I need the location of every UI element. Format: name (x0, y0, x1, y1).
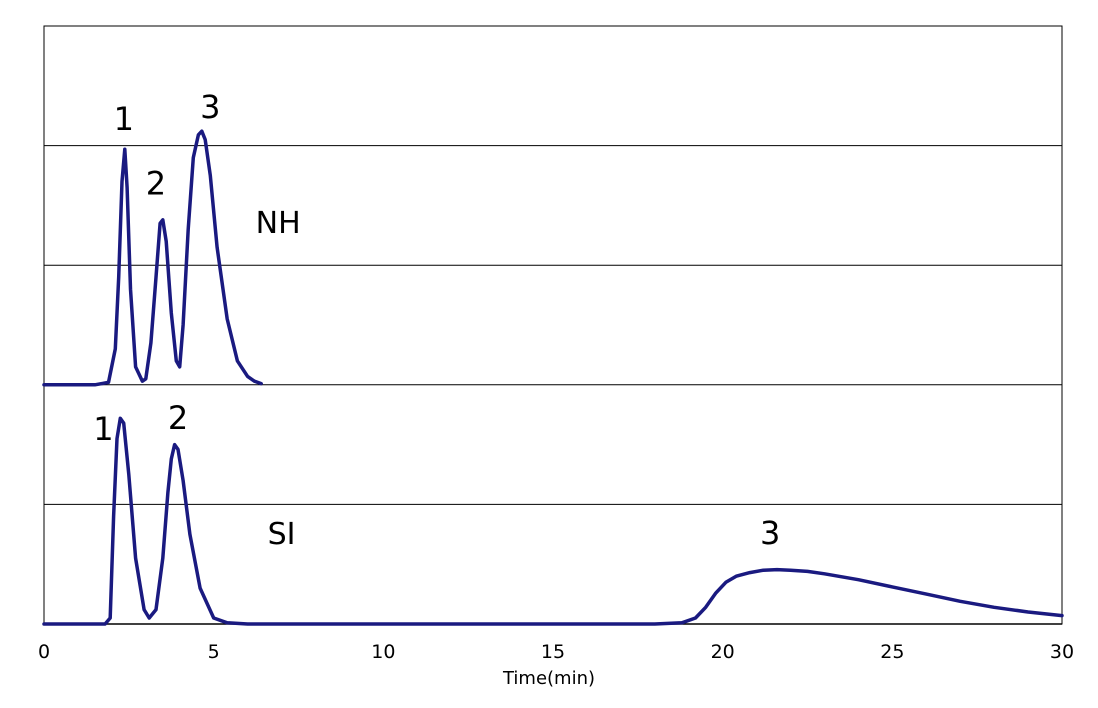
peak-label: 2 (146, 165, 166, 203)
x-tick-label: 20 (711, 641, 735, 663)
series-label: SI (268, 517, 296, 552)
x-tick-label: 10 (371, 641, 395, 663)
x-axis: 0 5 10 15 20 25 30 (38, 623, 1074, 663)
plot-frame (43, 25, 1063, 625)
peak-label: 3 (200, 88, 220, 126)
x-tick-label: 5 (208, 641, 220, 663)
peak-label: 3 (760, 514, 780, 552)
x-tick-label: 15 (541, 641, 565, 663)
peak-label: 2 (168, 399, 188, 437)
peak-label: 1 (114, 100, 134, 138)
x-tick-label: 25 (880, 641, 904, 663)
series-line-nh (42, 129, 263, 387)
gridlines (44, 145, 1062, 505)
peak-label: 1 (93, 410, 113, 448)
series-line-si (42, 416, 1064, 626)
x-tick-label: 0 (38, 641, 50, 663)
x-tick-label: 30 (1050, 641, 1074, 663)
x-axis-title: Time(min) (502, 668, 595, 689)
series-label: NH (256, 206, 301, 241)
series-lines (42, 129, 1064, 626)
